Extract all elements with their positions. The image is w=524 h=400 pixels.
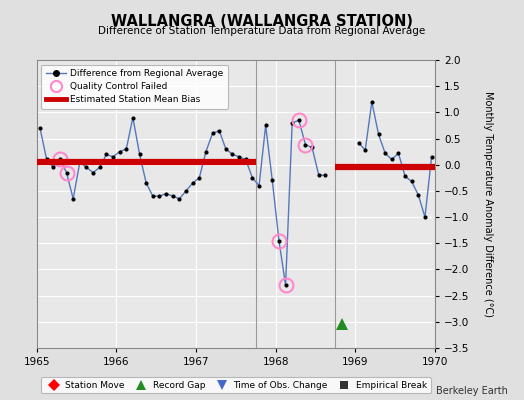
Text: Difference of Station Temperature Data from Regional Average: Difference of Station Temperature Data f… xyxy=(99,26,425,36)
Text: WALLANGRA (WALLANGRA STATION): WALLANGRA (WALLANGRA STATION) xyxy=(111,14,413,29)
Legend: Station Move, Record Gap, Time of Obs. Change, Empirical Break: Station Move, Record Gap, Time of Obs. C… xyxy=(41,377,431,394)
Text: Berkeley Earth: Berkeley Earth xyxy=(436,386,508,396)
Y-axis label: Monthly Temperature Anomaly Difference (°C): Monthly Temperature Anomaly Difference (… xyxy=(483,91,493,317)
Legend: Difference from Regional Average, Quality Control Failed, Estimated Station Mean: Difference from Regional Average, Qualit… xyxy=(41,64,228,109)
